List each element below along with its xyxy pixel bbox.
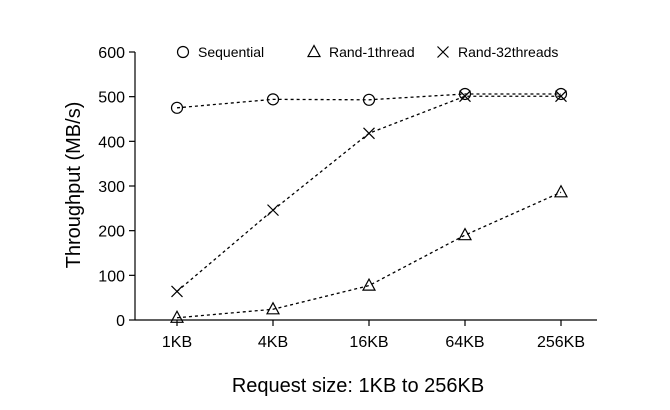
series-layer <box>169 87 569 323</box>
series-line <box>176 95 561 292</box>
legend-marker-circle <box>176 45 190 59</box>
x-tick-label: 4KB <box>258 334 288 351</box>
legend-marker-triangle <box>306 44 322 58</box>
y-axis-ticks: 0 100 200 300 400 500 600 <box>98 45 135 330</box>
y-tick-label: 400 <box>98 134 125 151</box>
y-tick-label: 300 <box>98 179 125 196</box>
legend-label: Rand-1thread <box>329 44 415 60</box>
series-rand-32threads <box>171 90 567 298</box>
x-axis-title: Request size: 1KB to 256KB <box>232 375 484 397</box>
data-point-x <box>267 204 279 217</box>
y-tick-label: 600 <box>98 45 125 62</box>
y-tick-label: 500 <box>98 90 125 107</box>
data-point-circle <box>458 87 472 101</box>
legend-marker-x <box>437 46 449 58</box>
x-tick-label: 64KB <box>445 334 484 351</box>
data-point-triangle <box>457 227 473 241</box>
x-tick-label: 16KB <box>349 334 388 351</box>
data-point-x <box>363 127 375 140</box>
legend-label: Rand-32threads <box>458 44 558 60</box>
data-point-x <box>459 90 471 103</box>
series-rand-1thread <box>169 184 569 323</box>
data-point-triangle <box>265 301 281 315</box>
y-tick-label: 100 <box>98 268 125 285</box>
series-sequential <box>170 87 568 114</box>
data-point-triangle <box>553 184 569 198</box>
y-axis-title: Throughput (MB/s) <box>63 102 85 269</box>
y-tick-label: 200 <box>98 224 125 241</box>
data-point-triangle <box>169 310 185 323</box>
x-axis-ticks: 1KB 4KB 16KB 64KB 256KB <box>162 320 585 351</box>
data-point-circle <box>170 101 184 114</box>
data-point-x <box>171 285 183 298</box>
series-line <box>176 191 562 319</box>
data-point-x <box>555 90 567 103</box>
x-tick-label: 256KB <box>537 334 585 351</box>
series-line <box>176 93 561 109</box>
x-tick-label: 1KB <box>162 334 192 351</box>
data-point-circle <box>266 93 280 106</box>
data-point-triangle <box>361 277 377 291</box>
data-point-circle <box>554 87 568 101</box>
axes <box>134 52 597 321</box>
data-point-circle <box>362 93 376 106</box>
legend-label: Sequential <box>198 44 264 60</box>
y-tick-label: 0 <box>116 313 125 330</box>
legend: Sequential Rand-1thread Rand-32threads <box>176 44 558 60</box>
